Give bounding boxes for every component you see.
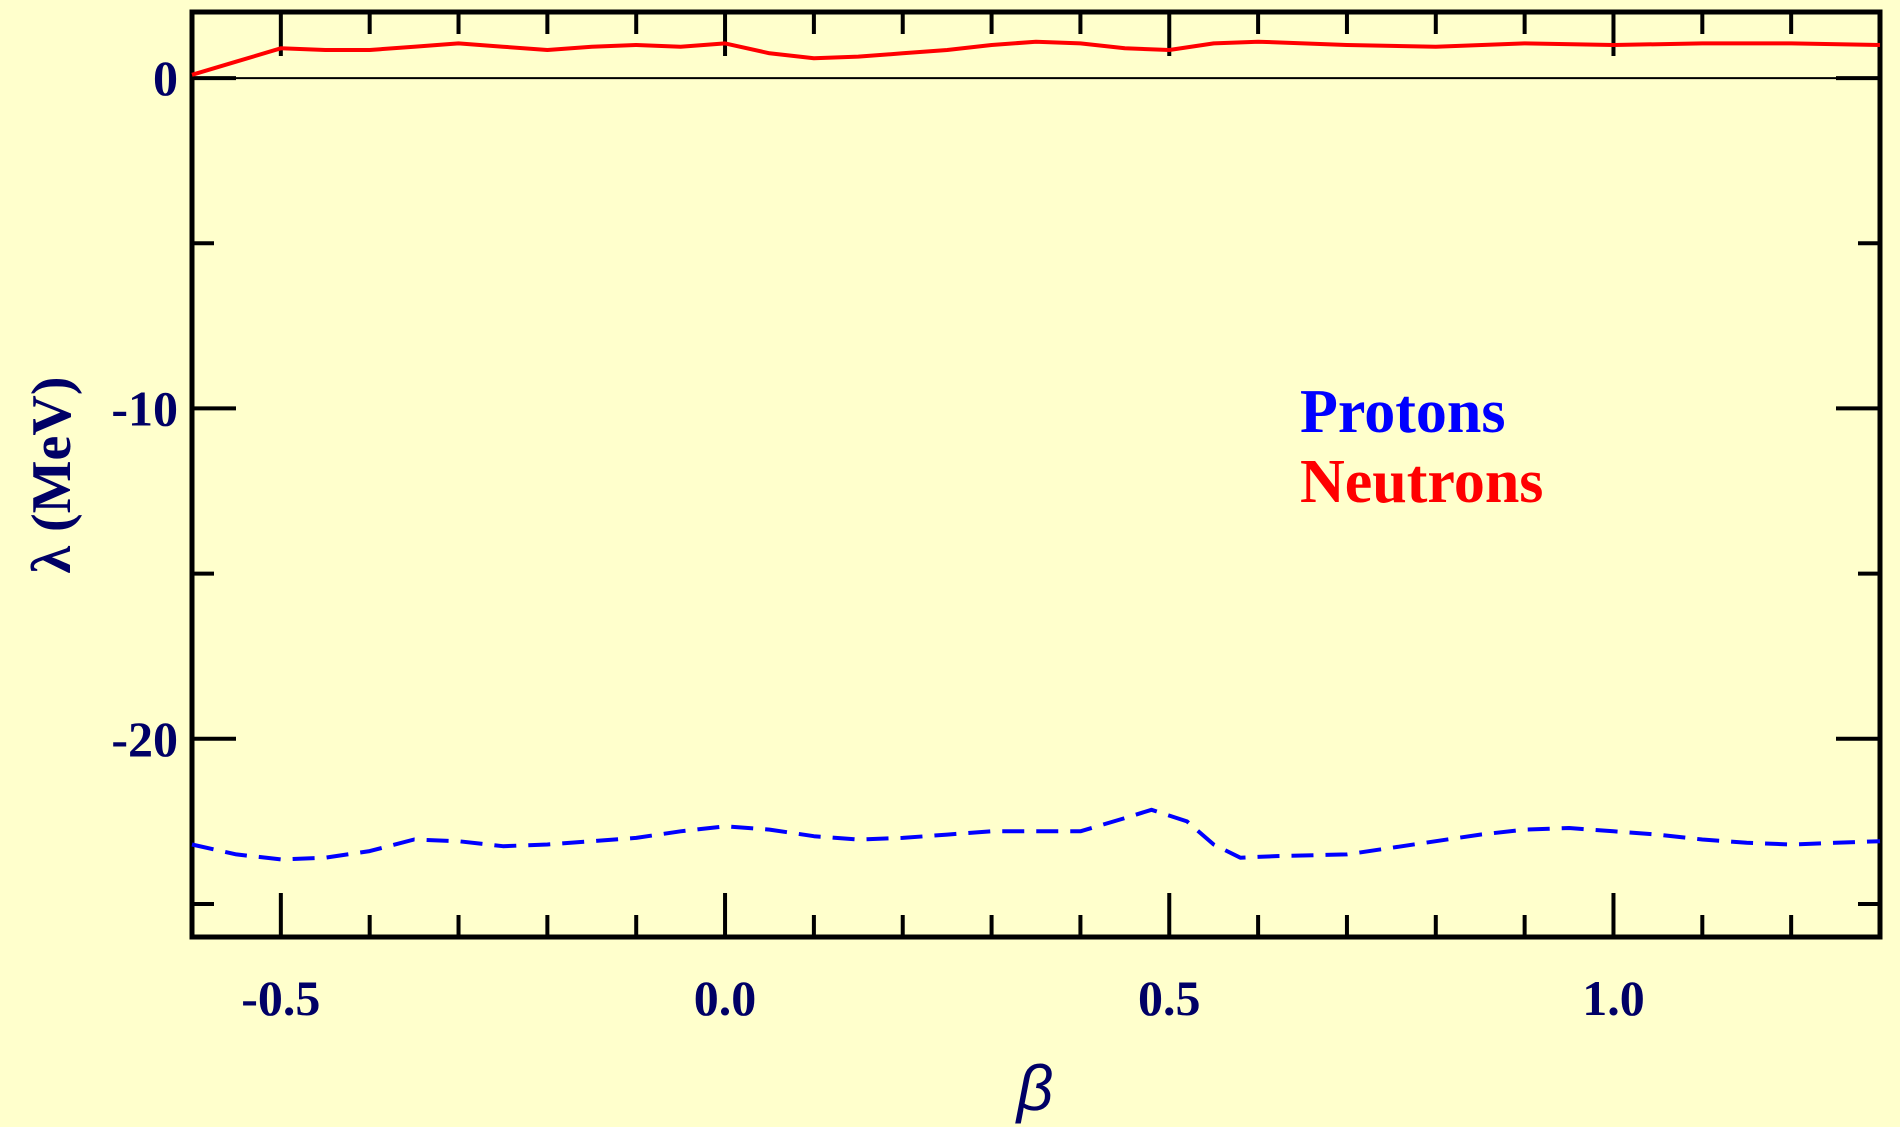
series-line-protons	[191, 807, 1881, 862]
y-tick-label: -20	[111, 711, 178, 767]
x-tick-label: 1.0	[1582, 970, 1645, 1026]
x-axis-label: β	[1015, 1052, 1054, 1124]
x-tick-label: -0.5	[241, 970, 320, 1026]
y-axis-label: λ (MeV)	[21, 377, 83, 574]
y-tick-label: -10	[111, 380, 178, 436]
legend-label-neutrons: Neutrons	[1300, 448, 1543, 516]
x-tick-label: 0.5	[1138, 970, 1201, 1026]
series-lines	[191, 39, 1881, 862]
legend-label-protons: Protons	[1300, 378, 1506, 446]
plot-area	[189, 9, 1883, 940]
axis-ticks	[192, 12, 1880, 937]
plot-frame	[189, 9, 1883, 940]
series-line-neutrons	[191, 39, 1881, 77]
x-tick-label: 0.0	[694, 970, 757, 1026]
y-tick-label: 0	[153, 50, 178, 106]
tick-labels: -0.5 0.0 0.5 1.0 0 -10 -20	[111, 50, 1644, 1026]
